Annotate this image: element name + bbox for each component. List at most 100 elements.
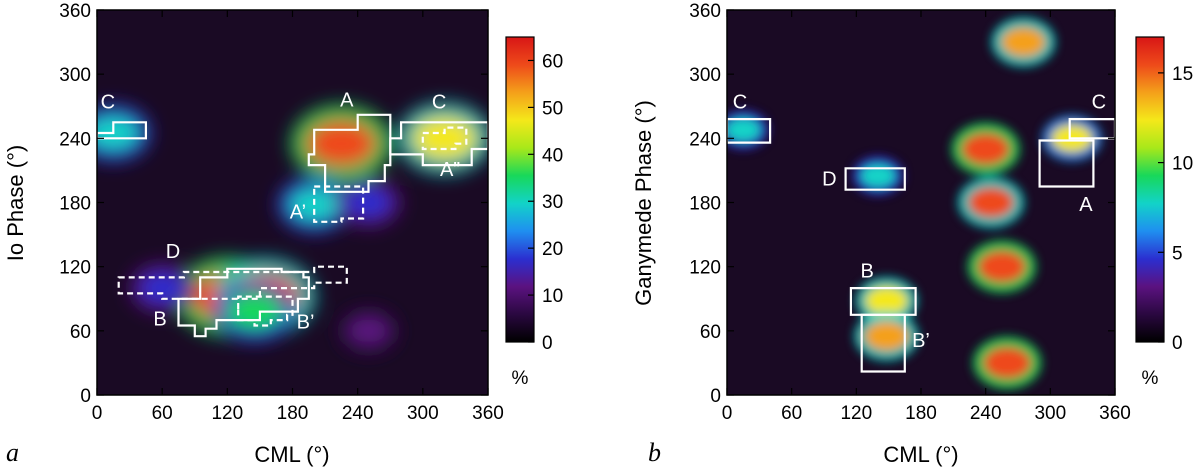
panel-a-regions [97, 113, 488, 338]
x-tick-label: 240 [970, 403, 1002, 424]
y-tick-label: 300 [59, 65, 91, 86]
region-outline [237, 295, 294, 327]
region-outline [97, 121, 147, 140]
region-outline [1038, 139, 1095, 188]
panel-b-colorbar: 0 5 10 15 [1135, 36, 1193, 354]
y-tick-label: 360 [59, 1, 91, 22]
region-label: C [101, 91, 115, 113]
panel-a-x-ticks: 0 60 120 180 240 300 360 [92, 10, 504, 424]
y-tick-label: 180 [689, 194, 721, 215]
heatmap-cell [345, 187, 392, 218]
panel-a-region-labels: C A C A’ A” D B B’ [101, 89, 460, 333]
panel-a-y-axis-label: Io Phase (°) [3, 145, 28, 261]
region-outline [313, 185, 365, 223]
region-outline [421, 126, 468, 151]
region-outline [177, 267, 310, 338]
x-tick-label: 360 [472, 403, 504, 424]
region-label: B’ [297, 312, 315, 334]
region-label: C [733, 91, 747, 113]
heatmap-cell [983, 347, 1031, 379]
heatmap-cell [1001, 27, 1046, 57]
panel-a: C A CA’A”DB B’ 0 60 120 180 240 300 360 060120180… [3, 1, 563, 467]
heatmap-blobs [727, 17, 1102, 390]
region-label: B [860, 260, 873, 282]
colorbar-tick-label: 30 [542, 192, 563, 213]
y-tick-label: 240 [689, 129, 721, 150]
region-label: A [340, 89, 354, 111]
panel-b-heatmap [727, 17, 1102, 390]
heatmap-cell [97, 115, 140, 151]
x-tick-label: 60 [152, 403, 173, 424]
heatmap-cell [139, 272, 185, 304]
heatmap-cell [860, 164, 896, 188]
x-tick-label: 60 [781, 403, 802, 424]
heatmap-cell [961, 133, 1010, 165]
heatmap-cell [347, 316, 390, 345]
panel-b-letter: b [648, 438, 661, 467]
y-tick-label: 180 [59, 194, 91, 215]
region-outline [1068, 117, 1115, 140]
y-tick-label: 0 [80, 386, 91, 407]
colorbar-tick-label: 5 [1172, 243, 1183, 264]
region-label: C [432, 91, 446, 113]
y-tick-label: 360 [689, 1, 721, 22]
colorbar-gradient [1135, 36, 1165, 343]
x-tick-label: 300 [1034, 403, 1066, 424]
region-label: B [153, 308, 166, 330]
heatmap-cell [968, 187, 1015, 218]
region-label: C [1092, 91, 1106, 113]
y-tick-label: 60 [70, 322, 91, 343]
colorbar-tick-label: 20 [542, 239, 563, 260]
x-tick-label: 180 [905, 403, 937, 424]
panel-a-colorbar: 0 10 20 30 40 50 60 [505, 36, 563, 354]
colorbar-tick-label: 50 [542, 98, 563, 119]
colorbar-tick-label: 0 [1172, 333, 1183, 354]
region-outline [849, 287, 917, 316]
x-tick-label: 120 [840, 403, 872, 424]
y-tick-label: 60 [700, 322, 721, 343]
region-outline [307, 113, 392, 193]
x-tick-label: 120 [211, 403, 243, 424]
colorbar-gradient [505, 36, 535, 343]
panel-a-x-axis-label: CML (°) [254, 442, 329, 467]
colorbar-tick-label: 15 [1172, 64, 1193, 85]
panel-b-plot-background [727, 10, 1115, 395]
region-label: D [166, 241, 180, 263]
colorbar-tick-label: 40 [542, 145, 563, 166]
y-tick-label: 120 [59, 258, 91, 279]
panel-b-region-labels: C C D A B B’ [733, 91, 1106, 351]
panel-b-colorbar-unit: % [1142, 368, 1159, 389]
region-label: A’ [290, 202, 306, 224]
x-tick-label: 180 [277, 403, 309, 424]
heatmap-cell [727, 118, 761, 142]
y-tick-label: 300 [689, 65, 721, 86]
colorbar-tick-label: 0 [542, 333, 553, 354]
panel-b-x-axis-label: CML (°) [883, 442, 958, 467]
panel-b-x-ticks: 0 60 120 180 240 300 360 [722, 10, 1131, 424]
region-label: A [1079, 194, 1093, 216]
y-tick-label: 120 [689, 258, 721, 279]
heatmap-cell [864, 321, 909, 351]
region-outline [727, 117, 772, 144]
region-label: A” [440, 159, 460, 181]
x-tick-label: 360 [1099, 403, 1131, 424]
y-tick-label: 0 [710, 386, 721, 407]
region-outline [844, 167, 906, 191]
x-tick-label: 0 [92, 403, 103, 424]
colorbar-tick-label: 10 [1172, 154, 1193, 175]
panel-b-regions [727, 117, 1115, 373]
panel-b: C C D A B B’ 0 60 120 180 240 300 360 0 60 120 180 240 3… [631, 1, 1193, 467]
heatmap-cell [306, 120, 377, 168]
region-outline [389, 121, 488, 167]
panel-a-colorbar-unit: % [512, 368, 529, 389]
region-label: D [822, 168, 836, 190]
panel-b-y-ticks: 0 60 120 180 240 300 360 [689, 1, 1115, 407]
x-tick-label: 240 [342, 403, 374, 424]
heatmap-cell [978, 250, 1026, 283]
colorbar-tick-label: 60 [542, 51, 563, 72]
region-label: B’ [912, 330, 930, 352]
x-tick-label: 0 [722, 403, 733, 424]
heatmap-cell [865, 286, 908, 316]
x-tick-label: 300 [407, 403, 439, 424]
panel-a-letter: a [6, 438, 19, 467]
